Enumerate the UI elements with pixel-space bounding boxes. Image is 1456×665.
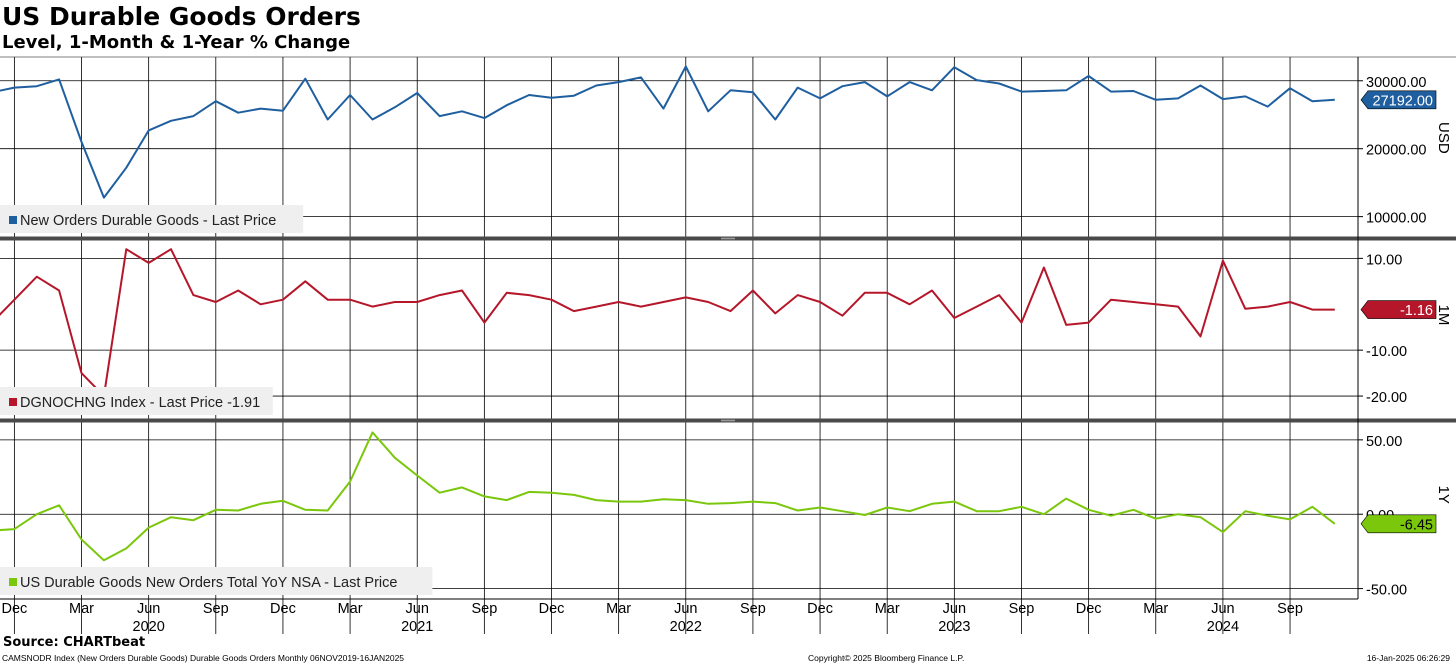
y-tick-label: -20.00 (1366, 390, 1407, 406)
legend-swatch (9, 216, 17, 224)
last-value-label: 27192.00 (1373, 93, 1433, 109)
footer-index-description: CAMSNODR Index (New Orders Durable Goods… (2, 653, 405, 663)
x-tick-label: Jun (406, 601, 429, 617)
legend-swatch (9, 578, 17, 586)
footer-timestamp: 16-Jan-2025 06:26:29 (1366, 653, 1450, 663)
plot-area: 10000.00 20000.00 30000.00 New Orders Durab… (0, 56, 1456, 635)
last-value-label: -6.45 (1400, 517, 1433, 533)
x-tick-label: Sep (471, 601, 497, 617)
y-tick-label: 20000.00 (1366, 143, 1426, 159)
x-year-label: 2022 (670, 619, 702, 635)
x-year-label: 2024 (1207, 619, 1239, 635)
series-line (0, 65, 1335, 199)
x-tick-label: Sep (740, 601, 766, 617)
x-tick-label: Dec (1076, 601, 1102, 617)
x-tick-label: Jun (137, 601, 160, 617)
x-tick-label: Dec (270, 601, 296, 617)
last-value-label: -1.16 (1400, 303, 1433, 319)
x-year-label: 2021 (401, 619, 433, 635)
panel-axis-label: USD (1435, 122, 1452, 154)
legend-label: DGNOCHNG Index - Last Price -1.91 (20, 395, 260, 411)
x-year-label: 2023 (938, 619, 970, 635)
x-tick-label: Mar (1143, 601, 1168, 617)
chart-canvas: 10000.00 20000.00 30000.00 New Orders Durab… (0, 56, 1456, 635)
x-tick-label: Sep (1277, 601, 1303, 617)
y-tick-label: 50.00 (1366, 434, 1402, 450)
legend-box (0, 205, 304, 233)
x-tick-label: Sep (203, 601, 229, 617)
x-year-label: 2020 (133, 619, 165, 635)
x-tick-label: Dec (807, 601, 833, 617)
legend: DGNOCHNG Index - Last Price -1.91 (0, 387, 273, 415)
y-tick-label: 10.00 (1366, 252, 1402, 268)
x-tick-label: Sep (1009, 601, 1035, 617)
legend: New Orders Durable Goods - Last Price (0, 205, 304, 233)
legend-label: US Durable Goods New Orders Total YoY NS… (20, 575, 397, 591)
series-line (0, 248, 1335, 398)
panel-axis-label: 1M (1435, 305, 1452, 326)
footer-copyright: Copyright© 2025 Bloomberg Finance L.P. (808, 653, 965, 663)
x-tick-label: Mar (69, 601, 94, 617)
panel-divider-handle (721, 419, 735, 422)
legend-box (0, 567, 433, 595)
series-line (0, 431, 1336, 562)
x-tick-label: Dec (1, 601, 27, 617)
source-note: Source: CHARTbeat (3, 635, 146, 650)
x-tick-label: Mar (875, 601, 900, 617)
last-value-badge (1360, 300, 1437, 319)
last-value-badge (1360, 514, 1437, 534)
y-tick-label: 10000.00 (1366, 211, 1426, 227)
x-tick-label: Mar (606, 601, 631, 617)
legend: US Durable Goods New Orders Total YoY NS… (0, 567, 433, 595)
legend-box (0, 387, 273, 415)
y-tick-label: -10.00 (1366, 344, 1407, 360)
x-tick-label: Dec (539, 601, 565, 617)
chart-title: US Durable Goods Orders (2, 2, 361, 31)
legend-swatch (9, 398, 17, 406)
panel-axis-label: 1Y (1435, 486, 1452, 504)
x-tick-label: Jun (674, 601, 697, 617)
y-tick-label: 30000.00 (1366, 75, 1426, 91)
panel-divider-handle (721, 237, 735, 240)
x-tick-label: Jun (1211, 601, 1234, 617)
x-tick-label: Mar (338, 601, 363, 617)
y-tick-label: -50.00 (1366, 583, 1407, 599)
chart-subtitle: Level, 1-Month & 1-Year % Change (2, 32, 351, 53)
last-value-badge (1360, 90, 1437, 110)
legend-label: New Orders Durable Goods - Last Price (20, 213, 276, 229)
x-tick-label: Jun (943, 601, 966, 617)
